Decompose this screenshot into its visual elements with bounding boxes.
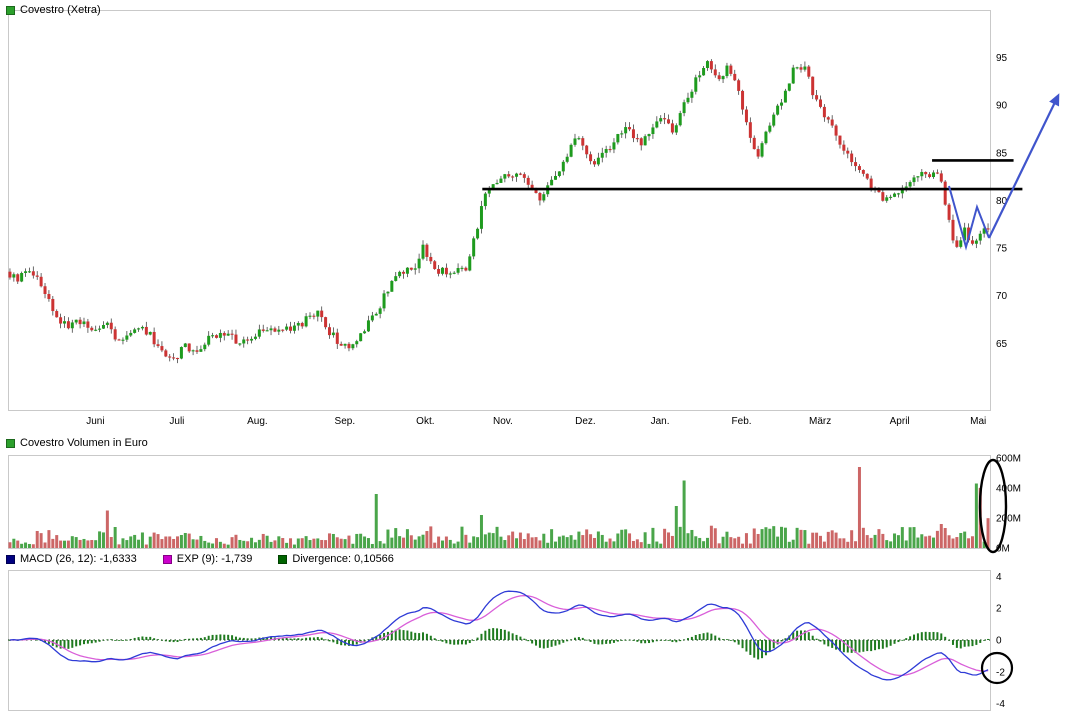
macd-series-bullet-icon <box>6 554 15 564</box>
macd-legend-item: MACD (26, 12): -1,6333 <box>6 553 137 565</box>
series-bullet-icon <box>6 5 15 15</box>
series-bullet-icon <box>6 438 15 448</box>
month-label: Mai <box>970 416 986 427</box>
axis-tick-label: 200M <box>996 514 1021 525</box>
axis-tick-label: -4 <box>996 699 1005 710</box>
axis-tick-label: 2 <box>996 604 1002 615</box>
price-panel-title: Covestro (Xetra) <box>6 4 101 16</box>
month-label: Jan. <box>651 416 670 427</box>
volume-panel-title: Covestro Volumen in Euro <box>6 437 148 449</box>
month-label: März <box>809 416 831 427</box>
axis-tick-label: 0 <box>996 636 1002 647</box>
volume-panel-title-text: Covestro Volumen in Euro <box>20 437 148 449</box>
axis-tick-label: 95 <box>996 53 1008 64</box>
month-label: Feb. <box>732 416 752 427</box>
exp-legend-item: EXP (9): -1,739 <box>162 553 253 565</box>
divergence-legend-item: Divergence: 0,10566 <box>278 553 394 565</box>
axis-labels-layer: 95 90 85 80 75 70 65 600M 400M 200M 0M 4 2 0 -2 -4 Juni J… <box>86 53 1021 710</box>
chart-annotations-layer <box>482 93 1060 685</box>
month-label: Juni <box>86 416 104 427</box>
exp-signal-line <box>9 594 989 677</box>
month-label: Okt. <box>416 416 434 427</box>
exp-series-bullet-icon <box>162 554 172 564</box>
exp-legend-label: EXP (9): -1,739 <box>176 553 253 565</box>
month-label: Nov. <box>493 416 513 427</box>
trend-zigzag-line <box>948 185 990 251</box>
highlight-ellipse <box>978 458 1008 554</box>
axis-tick-label: 65 <box>996 339 1008 350</box>
month-label: Sep. <box>335 416 356 427</box>
highlight-circle <box>980 651 1014 685</box>
month-label: April <box>890 416 910 427</box>
macd-legend: MACD (26, 12): -1,6333 EXP (9): -1,739 D… <box>6 553 420 565</box>
divergence-series-bullet-icon <box>278 554 288 564</box>
axis-tick-label: -2 <box>996 667 1005 678</box>
macd-line <box>9 590 989 681</box>
month-label: Dez. <box>575 416 596 427</box>
divergence-legend-label: Divergence: 0,10566 <box>292 553 394 565</box>
axis-tick-label: 70 <box>996 291 1008 302</box>
axis-tick-label: 400M <box>996 484 1021 495</box>
month-label: Aug. <box>247 416 268 427</box>
axis-tick-label: 600M <box>996 454 1021 465</box>
candlestick-layer <box>8 59 990 364</box>
axis-tick-label: 0M <box>996 544 1010 555</box>
axis-tick-label: 4 <box>996 572 1002 583</box>
panel-frames <box>8 10 991 711</box>
axis-tick-label: 80 <box>996 196 1008 207</box>
trend-arrow <box>988 93 1060 239</box>
axis-tick-label: 75 <box>996 244 1008 255</box>
axis-tick-label: 90 <box>996 101 1008 112</box>
price-panel-title-text: Covestro (Xetra) <box>20 4 101 16</box>
month-label: Juli <box>169 416 184 427</box>
macd-indicator-layer <box>8 590 990 681</box>
volume-bars-layer <box>8 467 990 548</box>
macd-legend-label: MACD (26, 12): -1,6333 <box>20 553 137 565</box>
axis-tick-label: 85 <box>996 148 1008 159</box>
